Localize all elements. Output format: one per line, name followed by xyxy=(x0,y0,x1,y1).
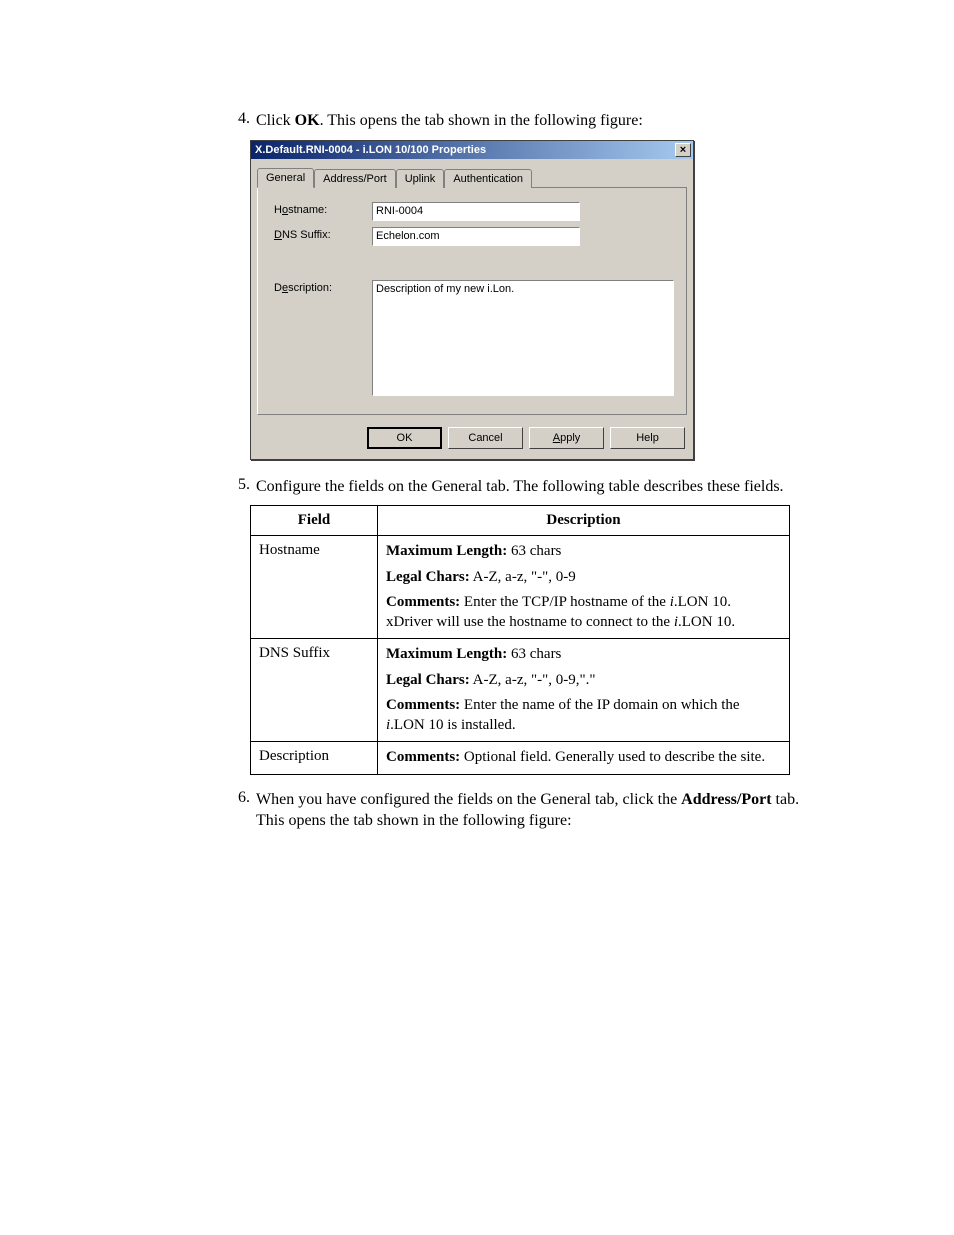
description-label: Description: xyxy=(274,280,372,294)
dialog-button-row: OK Cancel Apply Help xyxy=(251,421,693,459)
dns-suffix-label: DNS Suffix: xyxy=(274,227,372,241)
tab-authentication[interactable]: Authentication xyxy=(444,169,532,188)
properties-dialog: X.Default.RNI-0004 - i.LON 10/100 Proper… xyxy=(250,140,694,460)
step-4: 4. Click OK. This opens the tab shown in… xyxy=(220,110,804,132)
table-cell-field: Description xyxy=(251,742,378,775)
tab-address-port[interactable]: Address/Port xyxy=(314,169,396,188)
tab-panel-general: Hostname: DNS Suffix: Description: xyxy=(257,188,687,415)
dialog-titlebar: X.Default.RNI-0004 - i.LON 10/100 Proper… xyxy=(251,141,693,159)
table-cell-field: DNS Suffix xyxy=(251,639,378,742)
step-number: 5. xyxy=(220,476,256,498)
table-cell-description: Maximum Length: 63 charsLegal Chars: A-Z… xyxy=(378,536,790,639)
tab-row: General Address/Port Uplink Authenticati… xyxy=(257,167,687,188)
field-description-table: Field Description HostnameMaximum Length… xyxy=(250,505,790,775)
table-cell-field: Hostname xyxy=(251,536,378,639)
step-text: Configure the fields on the General tab.… xyxy=(256,476,804,498)
hostname-input[interactable] xyxy=(372,202,580,221)
step-text: Click OK. This opens the tab shown in th… xyxy=(256,110,804,132)
description-textarea[interactable] xyxy=(372,280,674,396)
tab-uplink[interactable]: Uplink xyxy=(396,169,445,188)
close-icon[interactable]: × xyxy=(675,143,691,157)
cancel-button[interactable]: Cancel xyxy=(448,427,523,449)
table-cell-description: Maximum Length: 63 charsLegal Chars: A-Z… xyxy=(378,639,790,742)
table-row: DescriptionComments: Optional field. Gen… xyxy=(251,742,790,775)
step-number: 6. xyxy=(220,789,256,832)
step-text: When you have configured the fields on t… xyxy=(256,789,804,832)
table-header-description: Description xyxy=(378,506,790,536)
dialog-title: X.Default.RNI-0004 - i.LON 10/100 Proper… xyxy=(255,144,486,156)
ok-button[interactable]: OK xyxy=(367,427,442,449)
dns-suffix-input[interactable] xyxy=(372,227,580,246)
table-row: DNS SuffixMaximum Length: 63 charsLegal … xyxy=(251,639,790,742)
table-row: HostnameMaximum Length: 63 charsLegal Ch… xyxy=(251,536,790,639)
step-5: 5. Configure the fields on the General t… xyxy=(220,476,804,498)
apply-button[interactable]: Apply xyxy=(529,427,604,449)
hostname-label: Hostname: xyxy=(274,202,372,216)
table-header-field: Field xyxy=(251,506,378,536)
step-6: 6. When you have configured the fields o… xyxy=(220,789,804,832)
help-button[interactable]: Help xyxy=(610,427,685,449)
table-cell-description: Comments: Optional field. Generally used… xyxy=(378,742,790,775)
tab-general[interactable]: General xyxy=(257,168,314,188)
step-number: 4. xyxy=(220,110,256,132)
